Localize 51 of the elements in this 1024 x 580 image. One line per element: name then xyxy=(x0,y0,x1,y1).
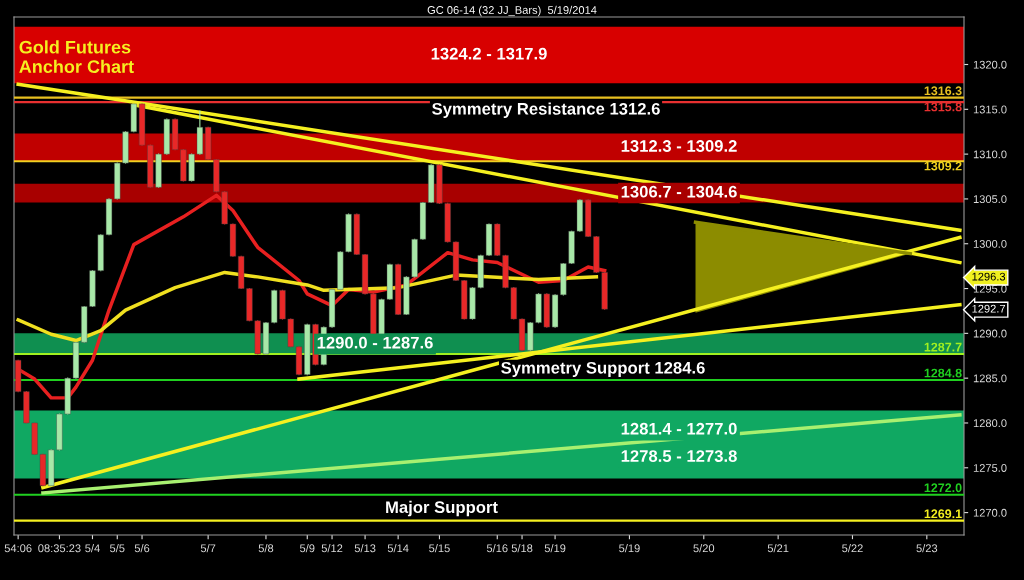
x-tick-label: 5/4 xyxy=(85,544,100,553)
band-label: 1312.3 - 1309.2 xyxy=(621,140,737,152)
band-label: 1324.2 - 1317.9 xyxy=(431,47,547,60)
x-tick-label: 5/20 xyxy=(693,544,715,553)
annotation: Symmetry Support 1284.6 xyxy=(501,361,705,378)
x-tick-label: 5/14 xyxy=(387,544,409,553)
y-tick-label: 1315.0 xyxy=(973,105,1007,114)
x-tick-label: 08:35:23 xyxy=(38,544,81,553)
y-tick-label: 1280.0 xyxy=(973,419,1007,428)
x-tick-label: 5/19 xyxy=(619,544,640,553)
chart-title: GC 06-14 (32 JJ_Bars) 5/19/2014 xyxy=(427,5,597,17)
y-tick-label: 1305.0 xyxy=(973,195,1007,204)
annotation: Major Support xyxy=(386,500,498,517)
ref-line-label: 1272.0 xyxy=(924,483,962,493)
y-tick-label: 1320.0 xyxy=(973,60,1007,69)
ref-line-label: 1309.2 xyxy=(924,161,962,171)
x-tick-label: 5/13 xyxy=(354,544,376,553)
annotation: Symmetry Resistance 1312.6 xyxy=(432,102,660,119)
x-tick-label: 5/12 xyxy=(321,544,343,553)
x-tick-label: 5/15 xyxy=(429,544,450,553)
text: 1296.3 xyxy=(972,272,1006,281)
y-tick-label: 1285.0 xyxy=(973,374,1007,383)
x-tick-label: 5/16 xyxy=(486,544,508,553)
y-tick-label: 1290.0 xyxy=(973,329,1007,338)
band-label: 1281.4 - 1277.0 xyxy=(621,422,737,435)
x-tick-label: 5/22 xyxy=(842,544,863,553)
x-tick-label: 54:06 xyxy=(4,544,32,553)
x-tick-label: 5/6 xyxy=(134,544,150,553)
band-label: 1278.5 - 1273.8 xyxy=(621,450,737,462)
ref-line-label: 1269.1 xyxy=(924,509,962,519)
x-tick-label: 5/5 xyxy=(109,544,125,553)
ref-line-label: 1316.3 xyxy=(924,86,962,96)
ref-line-label: 1315.8 xyxy=(924,102,962,112)
x-tick-label: 5/19 xyxy=(544,544,566,553)
x-tick-label: 5/23 xyxy=(916,544,938,553)
annotation: Gold Futures Anchor Chart xyxy=(19,40,134,74)
y-tick-label: 1300.0 xyxy=(973,240,1007,248)
ref-line-label: 1287.7 xyxy=(924,342,962,352)
text: 1292.7 xyxy=(972,304,1006,313)
y-tick-label: 1270.0 xyxy=(973,508,1007,517)
ref-line-label: 1284.8 xyxy=(924,368,962,378)
x-tick-label: 5/21 xyxy=(767,544,789,553)
y-tick-label: 1295.0 xyxy=(973,284,1007,293)
x-tick-label: 5/7 xyxy=(200,544,216,553)
y-tick-label: 1275.0 xyxy=(973,464,1007,472)
y-tick-label: 1310.0 xyxy=(973,150,1007,159)
band-label: 1306.7 - 1304.6 xyxy=(621,185,737,198)
x-tick-label: 5/18 xyxy=(511,544,533,553)
x-tick-label: 5/9 xyxy=(299,544,315,553)
band-label: 1290.0 - 1287.6 xyxy=(317,336,433,349)
x-tick-label: 5/8 xyxy=(258,544,274,553)
